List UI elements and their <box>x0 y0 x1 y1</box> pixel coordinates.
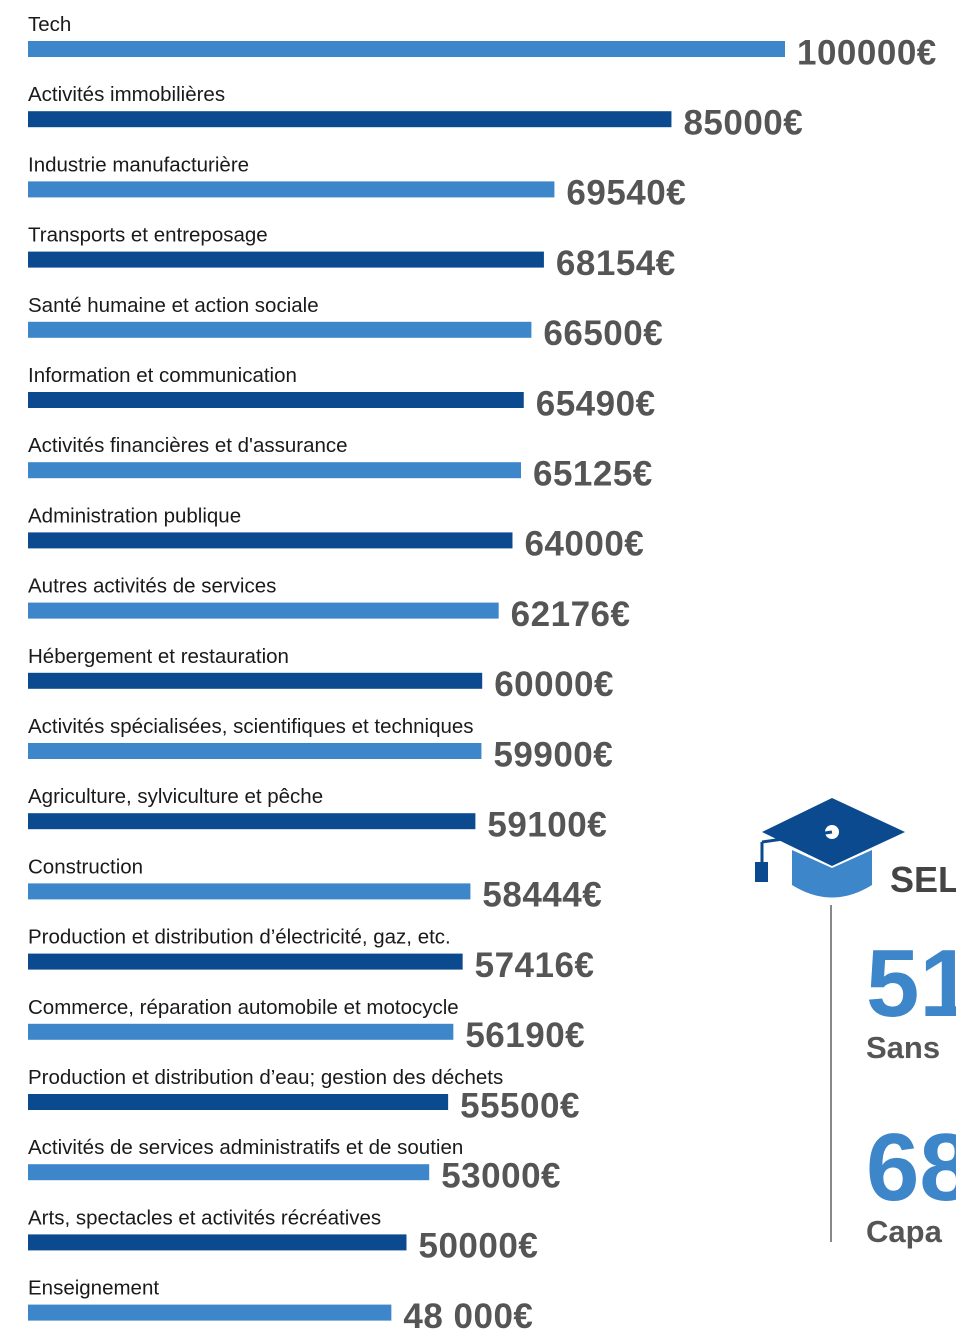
bar <box>28 1234 407 1251</box>
category-label: Autres activités de services <box>28 575 276 598</box>
category-label: Activités financières et d'assurance <box>28 434 348 457</box>
bar <box>28 321 532 338</box>
bar <box>28 602 499 619</box>
stat-value: 68 <box>866 1114 956 1221</box>
value-label: 65490€ <box>536 384 656 423</box>
category-label: Production et distribution d’eau; gestio… <box>28 1066 503 1089</box>
value-label: 58444€ <box>482 876 602 915</box>
bar <box>28 251 544 268</box>
category-label: Tech <box>28 13 71 36</box>
value-label: 60000€ <box>494 665 614 704</box>
value-label: 68154€ <box>556 244 676 283</box>
category-label: Activités de services administratifs et … <box>28 1136 463 1159</box>
side-heading: SEL <box>890 859 956 900</box>
value-label: 66500€ <box>543 314 663 353</box>
category-label: Santé humaine et action sociale <box>28 294 319 317</box>
bar <box>28 743 482 759</box>
value-label: 64000€ <box>524 525 644 564</box>
category-label: Hébergement et restauration <box>28 645 289 668</box>
bar <box>28 1023 454 1040</box>
bar <box>28 883 471 900</box>
bar <box>28 1304 392 1321</box>
graduation-cap-icon <box>755 798 905 898</box>
bar <box>28 672 483 689</box>
bar <box>28 41 785 57</box>
category-label: Production et distribution d’électricité… <box>28 926 451 949</box>
bar <box>28 111 672 128</box>
category-label: Commerce, réparation automobile et motoc… <box>28 996 459 1019</box>
category-label: Activités immobilières <box>28 83 225 106</box>
bar <box>28 181 555 198</box>
category-label: Industrie manufacturière <box>28 153 249 176</box>
value-label: 65125€ <box>533 454 653 493</box>
category-label: Construction <box>28 855 143 878</box>
category-label: Information et communication <box>28 364 297 387</box>
value-label: 59100€ <box>487 805 607 844</box>
category-label: Agriculture, sylviculture et pêche <box>28 785 323 808</box>
bar <box>28 1164 430 1181</box>
category-label: Transports et entreposage <box>28 224 268 247</box>
bar <box>28 813 476 830</box>
category-label: Arts, spectacles et activités récréative… <box>28 1206 381 1229</box>
bar <box>28 462 521 479</box>
stat-value: 51 <box>866 930 956 1037</box>
bar <box>28 1094 449 1110</box>
value-label: 100000€ <box>797 33 937 72</box>
value-label: 55500€ <box>460 1086 580 1125</box>
value-label: 69540€ <box>566 174 686 213</box>
value-label: 85000€ <box>683 103 803 142</box>
value-label: 50000€ <box>419 1227 539 1266</box>
value-label: 62176€ <box>511 595 631 634</box>
value-label: 59900€ <box>493 735 613 774</box>
bar <box>28 392 524 408</box>
value-label: 56190€ <box>465 1016 585 1055</box>
value-label: 48 000€ <box>403 1297 533 1332</box>
stat-label: Sans <box>866 1030 940 1065</box>
category-label: Activités spécialisées, scientifiques et… <box>28 715 474 738</box>
category-label: Enseignement <box>28 1277 159 1300</box>
bar <box>28 532 513 549</box>
category-label: Administration publique <box>28 504 241 527</box>
value-label: 57416€ <box>475 946 595 985</box>
stat-label: Capa <box>866 1214 943 1249</box>
value-label: 53000€ <box>441 1156 561 1195</box>
bar <box>28 953 463 970</box>
